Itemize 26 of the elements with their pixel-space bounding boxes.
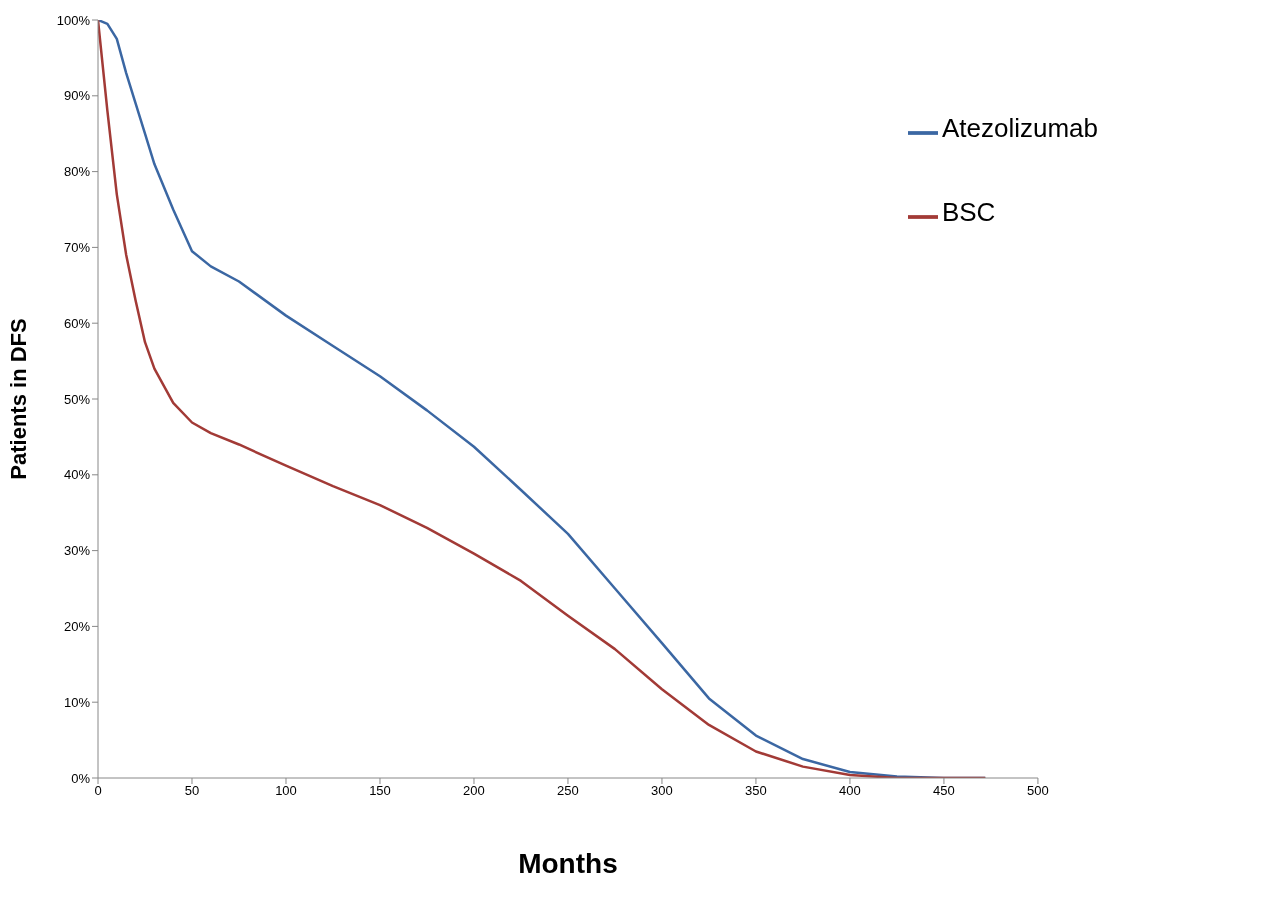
y-tick-label: 80% (63, 164, 91, 180)
y-tick-label: 20% (63, 619, 91, 635)
legend-label: BSC (941, 197, 996, 227)
x-tick-label: 350 (745, 783, 767, 799)
y-tick-label: 0% (71, 770, 91, 786)
x-tick-label: 250 (557, 783, 579, 799)
y-tick-label: 90% (63, 88, 91, 104)
x-tick-label: 500 (1027, 783, 1049, 799)
y-tick-label: 40% (63, 467, 91, 483)
y-tick-label: 10% (63, 694, 91, 710)
x-tick-label: 150 (369, 783, 391, 799)
y-tick-label: 60% (63, 315, 91, 331)
x-tick-label: 50 (184, 783, 200, 799)
y-tick-label: 50% (63, 391, 91, 407)
y-tick-label: 30% (63, 543, 91, 559)
y-axis-title: Patients in DFS (5, 318, 31, 480)
x-tick-label: 100 (275, 783, 297, 799)
y-tick-label: 70% (63, 240, 91, 256)
x-tick-label: 400 (839, 783, 861, 799)
x-tick-label: 300 (651, 783, 673, 799)
x-tick-label: 450 (933, 783, 955, 799)
x-tick-label: 200 (463, 783, 485, 799)
legend-label: Atezolizumab (941, 113, 1098, 143)
x-axis-title: Months (518, 848, 618, 879)
x-tick-label: 0 (94, 783, 102, 799)
y-tick-label: 100% (56, 12, 91, 28)
